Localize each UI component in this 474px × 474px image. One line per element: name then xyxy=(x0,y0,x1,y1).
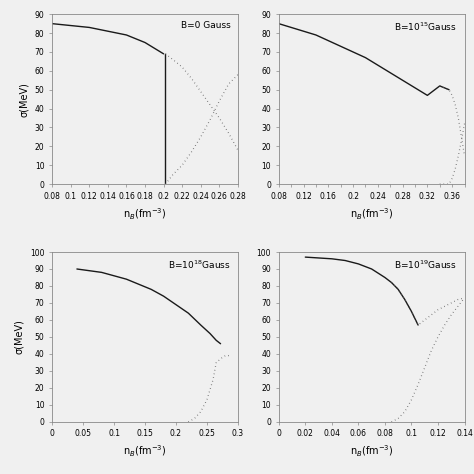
X-axis label: n$_B$(fm$^{-3}$): n$_B$(fm$^{-3}$) xyxy=(350,444,393,459)
Y-axis label: σ(MeV): σ(MeV) xyxy=(14,319,25,355)
Text: B=10$^{15}$Gauss: B=10$^{15}$Gauss xyxy=(394,21,457,33)
Text: B=10$^{18}$Gauss: B=10$^{18}$Gauss xyxy=(168,259,230,271)
X-axis label: n$_B$(fm$^{-3}$): n$_B$(fm$^{-3}$) xyxy=(123,206,167,222)
Y-axis label: σ(MeV): σ(MeV) xyxy=(19,82,29,117)
X-axis label: n$_B$(fm$^{-3}$): n$_B$(fm$^{-3}$) xyxy=(350,206,393,222)
X-axis label: n$_B$(fm$^{-3}$): n$_B$(fm$^{-3}$) xyxy=(123,444,167,459)
Text: B=10$^{19}$Gauss: B=10$^{19}$Gauss xyxy=(394,259,457,271)
Text: B=0 Gauss: B=0 Gauss xyxy=(181,21,230,30)
